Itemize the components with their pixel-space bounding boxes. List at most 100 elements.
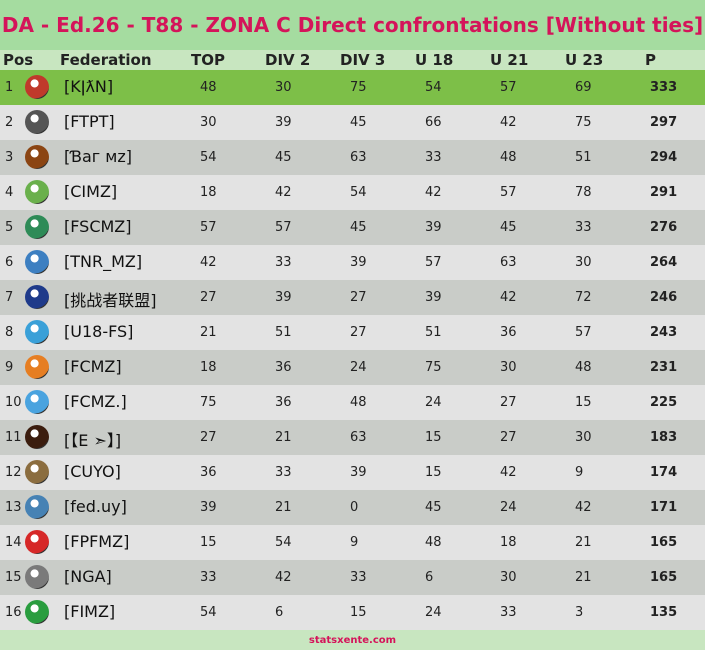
points-cell: 333 xyxy=(650,80,678,95)
div2-cell: 21 xyxy=(275,430,292,445)
top-cell: 27 xyxy=(200,430,217,445)
header-points: P xyxy=(645,51,656,69)
pos-cell: 7 xyxy=(5,290,14,305)
div3-cell: 33 xyxy=(350,570,367,585)
pos-cell: 16 xyxy=(5,605,22,620)
federation-name[interactable]: [U18-FS] xyxy=(64,322,134,341)
points-cell: 135 xyxy=(650,605,678,620)
table-row[interactable]: 2 [FTPT] 30 39 45 66 42 75 297 xyxy=(0,105,705,140)
federation-name[interactable]: [Ɓaг мz] xyxy=(64,147,133,166)
federation-name[interactable]: [FSCMZ] xyxy=(64,217,132,236)
table-row[interactable]: 10 [FCMZ.] 75 36 48 24 27 15 225 xyxy=(0,385,705,420)
header-u18: U 18 xyxy=(415,51,454,69)
div2-cell: 33 xyxy=(275,255,292,270)
footer-credit[interactable]: statsxente.com xyxy=(308,635,397,646)
u21-cell: 33 xyxy=(500,605,517,620)
federation-name[interactable]: [CIMZ] xyxy=(64,182,118,201)
federation-name[interactable]: [FCMZ.] xyxy=(64,392,127,411)
points-cell: 231 xyxy=(650,360,678,375)
div3-cell: 27 xyxy=(350,290,367,305)
div3-cell: 15 xyxy=(350,605,367,620)
u18-cell: 6 xyxy=(425,570,434,585)
table-row[interactable]: 4 [CIMZ] 18 42 54 42 57 78 291 xyxy=(0,175,705,210)
u23-cell: 21 xyxy=(575,535,592,550)
header-pos: Pos xyxy=(3,51,34,69)
table-row[interactable]: 12 [CUYO] 36 33 39 15 42 9 174 xyxy=(0,455,705,490)
pos-cell: 10 xyxy=(5,395,22,410)
div3-cell: 39 xyxy=(350,465,367,480)
table-row[interactable]: 1 [KǀƛN] 48 30 75 54 57 69 333 xyxy=(0,70,705,105)
table-row[interactable]: 3 [Ɓaг мz] 54 45 63 33 48 51 294 xyxy=(0,140,705,175)
u21-cell: 42 xyxy=(500,290,517,305)
points-cell: 294 xyxy=(650,150,678,165)
top-cell: 21 xyxy=(200,325,217,340)
u18-cell: 54 xyxy=(425,80,442,95)
table-row[interactable]: 14 [FPFMZ] 15 54 9 48 18 21 165 xyxy=(0,525,705,560)
points-cell: 165 xyxy=(650,535,678,550)
header-u21: U 21 xyxy=(490,51,529,69)
div2-cell: 54 xyxy=(275,535,292,550)
federation-name[interactable]: [FPFMZ] xyxy=(64,532,130,551)
pos-cell: 9 xyxy=(5,360,14,375)
top-cell: 54 xyxy=(200,150,217,165)
brown-lion-logo xyxy=(25,460,49,484)
pos-cell: 3 xyxy=(5,150,14,165)
green-globe-logo xyxy=(25,180,49,204)
u18-cell: 15 xyxy=(425,465,442,480)
orange-shield-logo xyxy=(25,355,49,379)
table-row[interactable]: 13 [fed.uy] 39 21 0 45 24 42 171 xyxy=(0,490,705,525)
points-cell: 225 xyxy=(650,395,678,410)
div3-cell: 75 xyxy=(350,80,367,95)
top-cell: 30 xyxy=(200,115,217,130)
div2-cell: 39 xyxy=(275,290,292,305)
u23-cell: 9 xyxy=(575,465,584,480)
table-row[interactable]: 6 [TNR_MZ] 42 33 39 57 63 30 264 xyxy=(0,245,705,280)
federation-name[interactable]: [KǀƛN] xyxy=(64,77,114,96)
pos-cell: 2 xyxy=(5,115,14,130)
federation-name[interactable]: [TNR_MZ] xyxy=(64,252,143,271)
u21-cell: 30 xyxy=(500,570,517,585)
u18-cell: 48 xyxy=(425,535,442,550)
top-cell: 18 xyxy=(200,185,217,200)
top-cell: 39 xyxy=(200,500,217,515)
u18-cell: 24 xyxy=(425,395,442,410)
table-row[interactable]: 5 [FSCMZ] 57 57 45 39 45 33 276 xyxy=(0,210,705,245)
div2-cell: 36 xyxy=(275,360,292,375)
top-cell: 27 xyxy=(200,290,217,305)
page-title: DA - Ed.26 - T88 - ZONA C Direct confron… xyxy=(1,13,704,37)
points-cell: 276 xyxy=(650,220,678,235)
federation-name[interactable]: [【E ➣】] xyxy=(64,431,122,450)
top-cell: 57 xyxy=(200,220,217,235)
federation-name[interactable]: [FIMZ] xyxy=(64,602,116,621)
div3-cell: 0 xyxy=(350,500,359,515)
pos-cell: 15 xyxy=(5,570,22,585)
u18-cell: 15 xyxy=(425,430,442,445)
table-row[interactable]: 11 [【E ➣】] 27 21 63 15 27 30 183 xyxy=(0,420,705,455)
div2-cell: 33 xyxy=(275,465,292,480)
div3-cell: 45 xyxy=(350,220,367,235)
u23-cell: 75 xyxy=(575,115,592,130)
top-cell: 33 xyxy=(200,570,217,585)
top-cell: 42 xyxy=(200,255,217,270)
federation-name[interactable]: [fed.uy] xyxy=(64,497,127,516)
pos-cell: 4 xyxy=(5,185,14,200)
u18-cell: 51 xyxy=(425,325,442,340)
federation-name[interactable]: [FCMZ] xyxy=(64,357,122,376)
table-row[interactable]: 16 [FIMZ] 54 6 15 24 33 3 135 xyxy=(0,595,705,630)
federation-name[interactable]: [FTPT] xyxy=(64,112,115,131)
federation-name[interactable]: [挑战者联盟] xyxy=(64,291,157,310)
div2-cell: 42 xyxy=(275,185,292,200)
federation-name[interactable]: [CUYO] xyxy=(64,462,121,481)
table-row[interactable]: 15 [NGA] 33 42 33 6 30 21 165 xyxy=(0,560,705,595)
points-cell: 246 xyxy=(650,290,678,305)
federation-name[interactable]: [NGA] xyxy=(64,567,112,586)
top-cell: 15 xyxy=(200,535,217,550)
div3-cell: 27 xyxy=(350,325,367,340)
pos-cell: 13 xyxy=(5,500,22,515)
u21-cell: 30 xyxy=(500,360,517,375)
u21-cell: 57 xyxy=(500,185,517,200)
table-row[interactable]: 9 [FCMZ] 18 36 24 75 30 48 231 xyxy=(0,350,705,385)
table-row[interactable]: 7 [挑战者联盟] 27 39 27 39 42 72 246 xyxy=(0,280,705,315)
table-row[interactable]: 8 [U18-FS] 21 51 27 51 36 57 243 xyxy=(0,315,705,350)
div2-cell: 39 xyxy=(275,115,292,130)
